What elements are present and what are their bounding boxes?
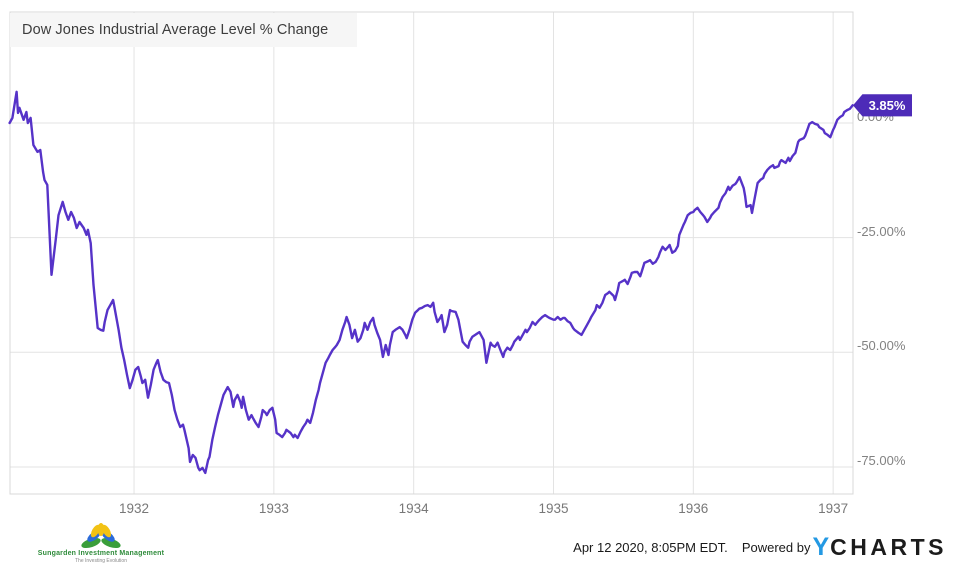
sungarden-flower-icon [81,523,121,549]
y-axis-label: -50.00% [857,338,906,354]
chart-title-box: Dow Jones Industrial Average Level % Cha… [10,13,357,47]
powered-by-label: Powered by [741,540,811,555]
sungarden-logo[interactable]: Sungarden Investment Management The Inve… [26,522,176,564]
chart-footer: Apr 12 2020, 8:05PM EDT. Powered by Y CH… [573,533,947,562]
x-axis-label: 1935 [538,501,569,516]
y-axis-label: -25.00% [857,223,906,239]
x-axis-label: 1937 [818,501,849,516]
last-value-label: 3.85% [868,97,906,113]
timestamp: Apr 12 2020, 8:05PM EDT. [573,540,728,555]
series-line [8,90,854,475]
ycharts-logo-y: Y [812,533,831,561]
plot-frame [9,11,854,495]
ycharts-logo-charts: CHARTS [830,534,947,560]
sungarden-tagline: The Investing Evolution [75,558,127,564]
x-axis-label: 1934 [398,501,429,516]
sungarden-name: Sungarden Investment Management [37,550,165,557]
last-value-tag: 3.85% [853,94,912,117]
ycharts-logo[interactable]: Y CHARTS [812,533,947,562]
x-axis-label: 1933 [258,501,289,516]
chart-title: Dow Jones Industrial Average Level % Cha… [22,22,329,38]
y-axis-label: -75.00% [857,452,906,468]
x-axis-label: 1936 [678,501,709,516]
x-axis-label: 1932 [118,501,150,516]
